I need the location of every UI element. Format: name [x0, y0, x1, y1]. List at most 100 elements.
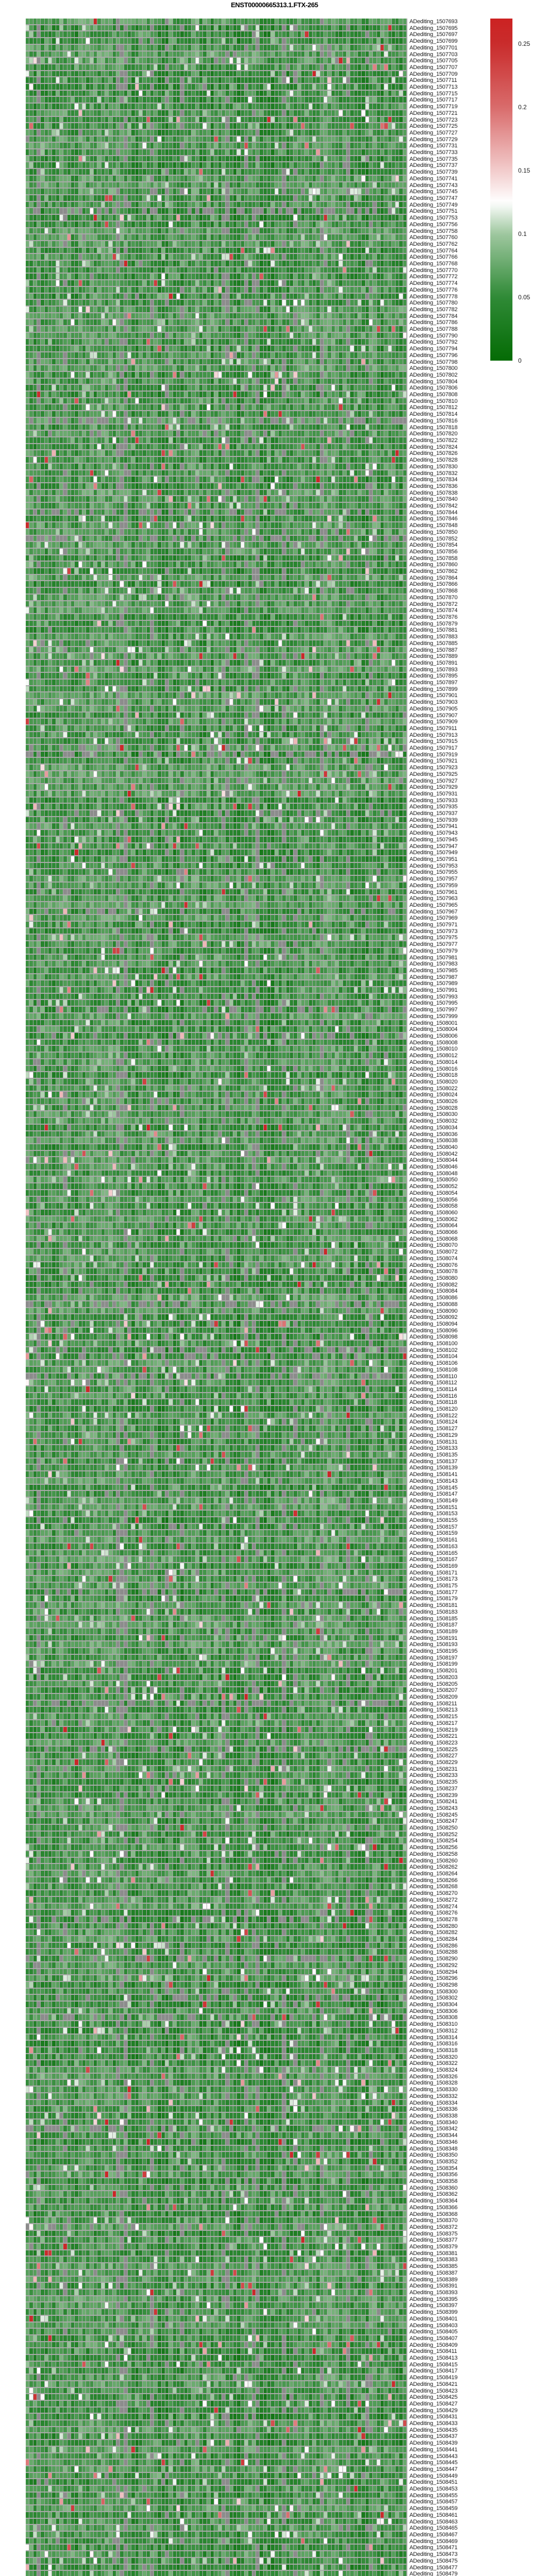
heatmap-cell[interactable] [207, 19, 211, 25]
heatmap-cell[interactable] [233, 254, 237, 261]
heatmap-cell[interactable] [44, 332, 48, 340]
heatmap-cell[interactable] [199, 221, 203, 228]
heatmap-cell[interactable] [173, 319, 177, 327]
heatmap-cell[interactable] [109, 247, 113, 255]
heatmap-cell[interactable] [354, 58, 358, 64]
heatmap-cell[interactable] [67, 143, 71, 150]
heatmap-cell[interactable] [48, 110, 53, 117]
heatmap-cell[interactable] [373, 143, 377, 150]
heatmap-cell[interactable] [116, 71, 121, 78]
heatmap-cell[interactable] [335, 84, 339, 91]
heatmap-cell[interactable] [267, 286, 271, 294]
heatmap-cell[interactable] [342, 97, 347, 104]
heatmap-cell[interactable] [116, 19, 121, 25]
heatmap-cell[interactable] [44, 64, 48, 71]
heatmap-cell[interactable] [256, 149, 260, 156]
heatmap-cell[interactable] [226, 228, 230, 235]
heatmap-cell[interactable] [316, 136, 320, 143]
heatmap-cell[interactable] [218, 261, 222, 267]
heatmap-cell[interactable] [252, 136, 256, 143]
heatmap-cell[interactable] [139, 149, 143, 156]
heatmap-cell[interactable] [376, 38, 381, 45]
heatmap-cell[interactable] [82, 116, 87, 124]
heatmap-cell[interactable] [150, 19, 155, 25]
heatmap-cell[interactable] [112, 38, 116, 45]
heatmap-cell[interactable] [207, 156, 211, 163]
heatmap-cell[interactable] [294, 261, 298, 267]
heatmap-cell[interactable] [388, 234, 392, 241]
heatmap-cell[interactable] [146, 25, 150, 32]
heatmap-cell[interactable] [56, 110, 60, 117]
heatmap-cell[interactable] [312, 267, 317, 274]
heatmap-cell[interactable] [271, 51, 275, 58]
heatmap-cell[interactable] [403, 234, 407, 241]
heatmap-cell[interactable] [267, 261, 271, 267]
heatmap-cell[interactable] [229, 221, 234, 228]
heatmap-cell[interactable] [305, 123, 309, 130]
heatmap-cell[interactable] [286, 261, 290, 267]
heatmap-cell[interactable] [48, 306, 53, 313]
heatmap-cell[interactable] [48, 162, 53, 170]
heatmap-cell[interactable] [373, 313, 377, 320]
heatmap-cell[interactable] [86, 247, 90, 255]
heatmap-cell[interactable] [289, 293, 294, 300]
heatmap-cell[interactable] [26, 208, 30, 215]
heatmap-cell[interactable] [131, 300, 135, 307]
heatmap-cell[interactable] [263, 136, 267, 143]
heatmap-cell[interactable] [71, 104, 75, 110]
heatmap-cell[interactable] [75, 58, 79, 64]
heatmap-cell[interactable] [282, 58, 286, 64]
heatmap-cell[interactable] [373, 221, 377, 228]
heatmap-cell[interactable] [48, 221, 53, 228]
heatmap-cell[interactable] [399, 234, 403, 241]
heatmap-cell[interactable] [294, 208, 298, 215]
heatmap-cell[interactable] [67, 104, 71, 110]
heatmap-cell[interactable] [328, 254, 332, 261]
heatmap-cell[interactable] [203, 31, 207, 39]
heatmap-cell[interactable] [320, 38, 324, 45]
heatmap-cell[interactable] [154, 228, 158, 235]
heatmap-cell[interactable] [78, 280, 82, 287]
heatmap-cell[interactable] [63, 189, 67, 195]
heatmap-cell[interactable] [192, 221, 196, 228]
heatmap-cell[interactable] [320, 267, 324, 274]
heatmap-cell[interactable] [116, 300, 121, 307]
heatmap-cell[interactable] [301, 77, 305, 84]
heatmap-cell[interactable] [146, 136, 150, 143]
heatmap-cell[interactable] [199, 44, 203, 52]
heatmap-cell[interactable] [373, 189, 377, 195]
heatmap-cell[interactable] [86, 71, 90, 78]
heatmap-cell[interactable] [256, 97, 260, 104]
heatmap-cell[interactable] [67, 149, 71, 156]
heatmap-cell[interactable] [37, 189, 41, 195]
heatmap-cell[interactable] [75, 332, 79, 340]
heatmap-cell[interactable] [41, 300, 45, 307]
heatmap-cell[interactable] [188, 286, 192, 294]
heatmap-cell[interactable] [403, 175, 407, 182]
heatmap-cell[interactable] [350, 286, 354, 294]
heatmap-cell[interactable] [222, 110, 226, 117]
heatmap-cell[interactable] [222, 247, 226, 255]
heatmap-cell[interactable] [362, 77, 366, 84]
heatmap-cell[interactable] [245, 97, 249, 104]
heatmap-cell[interactable] [229, 97, 234, 104]
heatmap-cell[interactable] [180, 143, 184, 150]
heatmap-cell[interactable] [41, 182, 45, 189]
heatmap-cell[interactable] [90, 182, 94, 189]
heatmap-cell[interactable] [328, 175, 332, 182]
heatmap-cell[interactable] [380, 90, 385, 97]
heatmap-cell[interactable] [388, 162, 392, 170]
heatmap-cell[interactable] [71, 221, 75, 228]
heatmap-cell[interactable] [282, 221, 286, 228]
heatmap-cell[interactable] [146, 195, 150, 202]
heatmap-cell[interactable] [388, 189, 392, 195]
heatmap-cell[interactable] [199, 313, 203, 320]
heatmap-cell[interactable] [271, 306, 275, 313]
heatmap-cell[interactable] [229, 64, 234, 71]
heatmap-cell[interactable] [146, 254, 150, 261]
heatmap-cell[interactable] [158, 313, 162, 320]
heatmap-cell[interactable] [203, 215, 207, 222]
heatmap-cell[interactable] [342, 169, 347, 176]
heatmap-cell[interactable] [331, 215, 335, 222]
heatmap-cell[interactable] [26, 136, 30, 143]
